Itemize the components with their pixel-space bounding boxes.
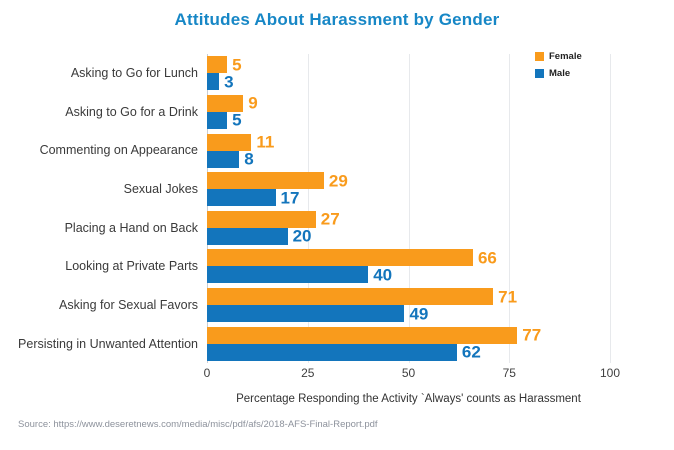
bar-group: 66 40	[207, 249, 610, 284]
female-bar-value: 5	[232, 55, 242, 75]
gridline-50	[408, 54, 410, 363]
male-bar-value: 3	[224, 72, 234, 92]
category-label: Asking for Sexual Favors	[59, 297, 198, 312]
gridline-25	[307, 54, 309, 363]
male-bar: 17	[207, 189, 299, 207]
x-axis-title: Percentage Responding the Activity `Alwa…	[236, 393, 581, 405]
male-bar: 49	[207, 305, 428, 323]
male-bar: 62	[207, 343, 481, 361]
y-axis-line	[207, 54, 208, 363]
bar-row: Persisting in Unwanted Attention 77 62	[0, 324, 610, 363]
bar-row: Placing a Hand on Back 27 20	[0, 209, 610, 248]
female-bar: 71	[207, 288, 517, 306]
male-bar-value: 8	[244, 149, 254, 169]
bar-row: Sexual Jokes 29 17	[0, 170, 610, 209]
legend-item-male: Male	[535, 67, 582, 79]
female-bar-value: 11	[256, 132, 275, 152]
female-bar-value: 9	[248, 93, 258, 113]
male-bar-value: 17	[280, 188, 300, 208]
male-bar: 5	[207, 111, 242, 129]
category-label: Placing a Hand on Back	[64, 220, 198, 235]
source-note: Source: https://www.deseretnews.com/medi…	[18, 419, 378, 430]
male-bar: 40	[207, 266, 392, 284]
category-label: Asking to Go for Lunch	[70, 66, 198, 81]
legend: Female Male	[535, 52, 582, 78]
bar-rows: Asking to Go for Lunch 5 3 Asking to Go for…	[0, 54, 610, 363]
chart-title: Attitudes About Harassment by Gender	[174, 10, 500, 29]
category-label: Commenting on Appearance	[39, 143, 198, 158]
bar-row: Asking to Go for a Drink 9 5	[0, 93, 610, 132]
bar-row: Looking at Private Parts 66 40	[0, 247, 610, 286]
male-bar: 8	[207, 150, 254, 168]
female-bar: 9	[207, 94, 258, 112]
category-label: Sexual Jokes	[123, 182, 198, 196]
female-bar: 5	[207, 56, 242, 74]
male-bar-value: 5	[232, 110, 242, 130]
bar-group: 77 62	[207, 326, 610, 361]
legend-label-female: Female	[549, 51, 582, 62]
female-bar: 66	[207, 249, 497, 267]
gridline-75	[509, 54, 511, 363]
category-label: Persisting in Unwanted Attention	[18, 336, 198, 351]
male-bar-value: 20	[292, 226, 312, 246]
female-bar: 29	[207, 172, 348, 190]
male-swatch	[535, 68, 544, 78]
legend-item-female: Female	[535, 52, 582, 62]
female-bar-value: 77	[522, 325, 542, 345]
plot-area	[207, 54, 611, 363]
x-tick-label: 75	[502, 366, 516, 380]
bar-group: 27 20	[207, 210, 610, 245]
bar-row: Asking for Sexual Favors 71 49	[0, 286, 610, 325]
female-bar: 11	[207, 133, 274, 151]
male-bar: 3	[207, 73, 234, 91]
legend-label-male: Male	[549, 67, 571, 79]
female-bar-value: 66	[477, 248, 497, 268]
bar-group: 71 49	[207, 288, 610, 323]
x-tick-label: 25	[301, 366, 315, 380]
category-label: Looking at Private Parts	[65, 259, 198, 274]
bar-group: 29 17	[207, 172, 610, 207]
x-axis: 0 25 50 75 100	[203, 366, 620, 382]
female-bar: 27	[207, 210, 340, 228]
gridline-100	[610, 54, 611, 363]
bar-row: Commenting on Appearance 11 8	[0, 131, 610, 170]
x-tick-label: 100	[599, 366, 621, 380]
male-bar: 20	[207, 227, 312, 245]
female-swatch	[535, 52, 544, 62]
female-bar: 77	[207, 326, 541, 344]
x-tick-label: 50	[401, 366, 416, 380]
female-bar-value: 27	[320, 209, 340, 229]
male-bar-value: 62	[461, 342, 481, 362]
bar-row: Asking to Go for Lunch 5 3	[0, 54, 610, 93]
female-bar-value: 29	[328, 171, 348, 191]
male-bar-value: 40	[373, 265, 393, 285]
male-bar-value: 49	[409, 304, 429, 324]
female-bar-value: 71	[498, 287, 518, 307]
x-tick-label: 0	[203, 366, 211, 380]
bar-group: 11 8	[207, 133, 610, 168]
category-label: Asking to Go for a Drink	[65, 104, 198, 119]
